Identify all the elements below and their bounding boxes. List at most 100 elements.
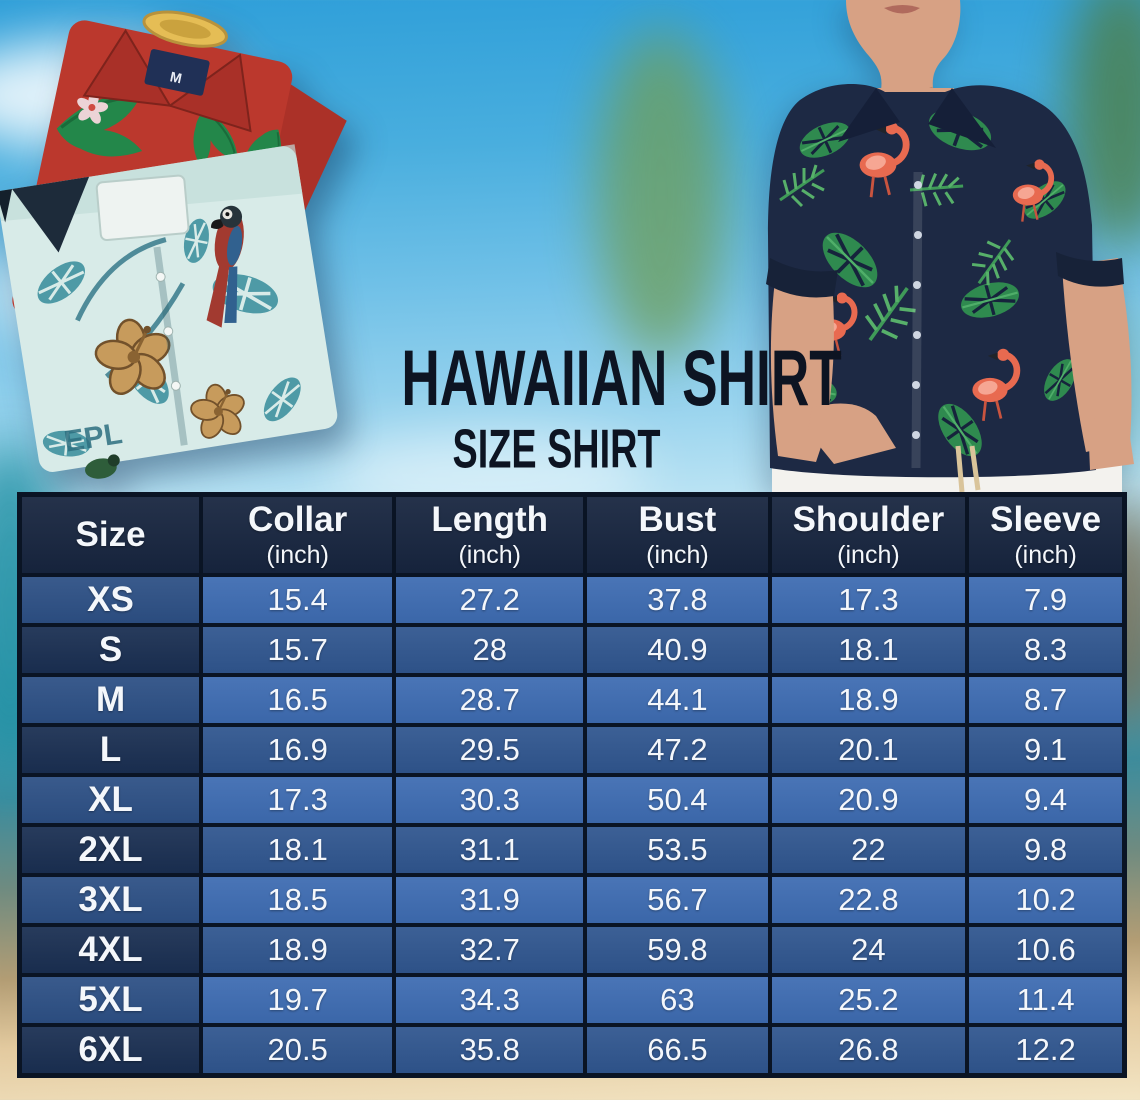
measurement-cell: 16.5 [201,675,395,725]
column-header-label: Shoulder [792,500,945,539]
measurement-cell: 32.7 [394,925,586,975]
measurement-cell: 31.1 [394,825,586,875]
teal-hawaiian-shirt: EPL [0,144,338,479]
measurement-cell: 26.8 [769,1025,968,1075]
measurement-cell: 59.8 [585,925,770,975]
measurement-cell: 11.4 [967,975,1124,1025]
column-header-unit: (inch) [266,541,329,569]
size-label-cell: XS [20,575,202,625]
measurement-cell: 9.8 [967,825,1124,875]
measurement-cell: 17.3 [201,775,395,825]
column-header-length: Length (inch) [394,495,586,575]
size-chart-table: Size Collar (inch) Length (inch) Bust (i… [17,492,1127,1078]
column-header-unit: (inch) [1014,541,1077,569]
table-row: 4XL 18.9 32.7 59.8 24 10.6 [20,925,1124,975]
measurement-cell: 31.9 [394,875,586,925]
column-header-label: Collar [248,500,348,539]
measurement-cell: 56.7 [585,875,770,925]
table-row: S 15.7 28 40.9 18.1 8.3 [20,625,1124,675]
measurement-cell: 9.4 [967,775,1124,825]
measurement-cell: 28 [394,625,586,675]
measurement-cell: 35.8 [394,1025,586,1075]
column-header-label: Size [75,515,146,554]
table-row: 5XL 19.7 34.3 63 25.2 11.4 [20,975,1124,1025]
size-label-cell: L [20,725,202,775]
measurement-cell: 18.5 [201,875,395,925]
measurement-cell: 17.3 [769,575,968,625]
table-row: 6XL 20.5 35.8 66.5 26.8 12.2 [20,1025,1124,1075]
column-header-label: Bust [638,500,717,539]
size-label-cell: M [20,675,202,725]
measurement-cell: 18.9 [201,925,395,975]
measurement-cell: 15.4 [201,575,395,625]
size-label-cell: 2XL [20,825,202,875]
size-label-cell: S [20,625,202,675]
measurement-cell: 18.9 [769,675,968,725]
column-header-unit: (inch) [837,541,900,569]
table-row: XS 15.4 27.2 37.8 17.3 7.9 [20,575,1124,625]
palm-leaf-icon [596,30,726,360]
model-arms [766,252,1134,492]
page-title: HAWAIIAN SHIRT [401,334,842,423]
measurement-cell: 28.7 [394,675,586,725]
measurement-cell: 44.1 [585,675,770,725]
table-row: 3XL 18.5 31.9 56.7 22.8 10.2 [20,875,1124,925]
table-row: 2XL 18.1 31.1 53.5 22 9.8 [20,825,1124,875]
column-header-unit: (inch) [646,541,709,569]
table-row: M 16.5 28.7 44.1 18.9 8.7 [20,675,1124,725]
measurement-cell: 29.5 [394,725,586,775]
column-header-sleeve: Sleeve (inch) [967,495,1124,575]
parrot-icon [206,205,244,328]
man-wearing-flamingo-hawaiian-shirt-photo [766,0,1134,492]
column-header-unit: (inch) [458,541,521,569]
measurement-cell: 12.2 [967,1025,1124,1075]
measurement-cell: 30.3 [394,775,586,825]
size-table-body: XS 15.4 27.2 37.8 17.3 7.9 S 15.7 28 40.9 18.1 8.3 M… [20,575,1124,1075]
measurement-cell: 63 [585,975,770,1025]
table-header-row: Size Collar (inch) Length (inch) Bust (i… [20,495,1124,575]
measurement-cell: 15.7 [201,625,395,675]
measurement-cell: 9.1 [967,725,1124,775]
size-label-cell: XL [20,775,202,825]
size-label-cell: 6XL [20,1025,202,1075]
measurement-cell: 16.9 [201,725,395,775]
size-label-cell: 3XL [20,875,202,925]
measurement-cell: 37.8 [585,575,770,625]
measurement-cell: 47.2 [585,725,770,775]
column-header-size: Size [20,495,202,575]
flamingo-shirt [768,83,1096,478]
measurement-cell: 20.1 [769,725,968,775]
measurement-cell: 20.9 [769,775,968,825]
column-header-label: Sleeve [990,500,1102,539]
measurement-cell: 18.1 [769,625,968,675]
measurement-cell: 27.2 [394,575,586,625]
measurement-cell: 53.5 [585,825,770,875]
hero-section: M [0,0,1140,780]
column-header-label: Length [431,500,549,539]
measurement-cell: 10.2 [967,875,1124,925]
measurement-cell: 20.5 [201,1025,395,1075]
measurement-cell: 34.3 [394,975,586,1025]
column-header-bust: Bust (inch) [585,495,770,575]
title-block: HAWAIIAN SHIRT SIZE SHIRT [307,339,841,480]
table-row: L 16.9 29.5 47.2 20.1 9.1 [20,725,1124,775]
page-subtitle: SIZE SHIRT [453,418,661,480]
column-header-collar: Collar (inch) [201,495,395,575]
measurement-cell: 22 [769,825,968,875]
column-header-shoulder: Shoulder (inch) [769,495,968,575]
measurement-cell: 25.2 [769,975,968,1025]
measurement-cell: 18.1 [201,825,395,875]
table-row: XL 17.3 30.3 50.4 20.9 9.4 [20,775,1124,825]
measurement-cell: 66.5 [585,1025,770,1075]
folded-hawaiian-shirts-photo: M [0,10,347,479]
measurement-cell: 8.7 [967,675,1124,725]
size-label-cell: 5XL [20,975,202,1025]
measurement-cell: 7.9 [967,575,1124,625]
measurement-cell: 40.9 [585,625,770,675]
measurement-cell: 10.6 [967,925,1124,975]
collar-tag-label: M [169,68,184,86]
size-label-cell: 4XL [20,925,202,975]
measurement-cell: 22.8 [769,875,968,925]
measurement-cell: 24 [769,925,968,975]
